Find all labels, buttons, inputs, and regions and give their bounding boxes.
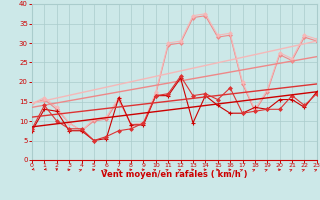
- X-axis label: Vent moyen/en rafales ( km/h ): Vent moyen/en rafales ( km/h ): [101, 170, 248, 179]
